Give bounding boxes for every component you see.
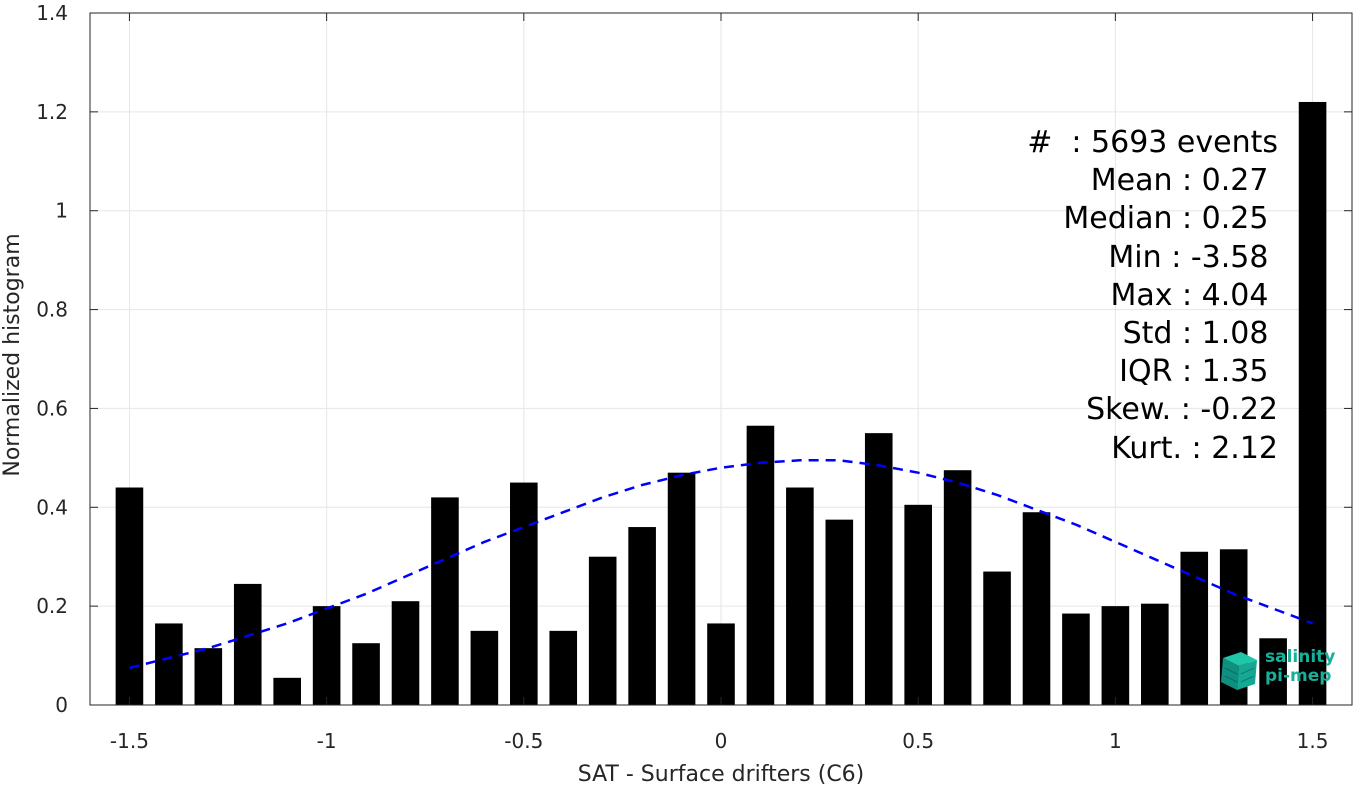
y-tick-label: 1.4 bbox=[36, 1, 68, 25]
x-tick-label: 1.5 bbox=[1297, 729, 1329, 753]
histogram-bar bbox=[1062, 613, 1090, 705]
histogram-bar bbox=[628, 527, 656, 705]
histogram-bar bbox=[1141, 603, 1169, 705]
histogram-bar bbox=[1101, 606, 1130, 705]
histogram-bar bbox=[352, 643, 380, 705]
histogram-bar bbox=[115, 487, 144, 705]
histogram-bar bbox=[470, 630, 499, 705]
x-tick-label: -1 bbox=[317, 729, 337, 753]
salinity-pimep-logo: salinity pi-mep bbox=[1217, 648, 1347, 694]
histogram-bar bbox=[549, 630, 578, 705]
grid bbox=[90, 12, 1352, 706]
histogram-bar bbox=[864, 433, 893, 705]
histogram-bars bbox=[115, 101, 1327, 705]
x-tick-label: -1.5 bbox=[110, 729, 149, 753]
histogram-bar bbox=[1022, 512, 1051, 705]
histogram-bar bbox=[746, 425, 775, 705]
y-tick-label: 0.2 bbox=[36, 594, 68, 618]
histogram-bar bbox=[510, 482, 538, 705]
x-tick-label: 1 bbox=[1109, 729, 1122, 753]
axis-ticks: -1.5 -1 -0.5 0 0.5 1 1.5 0 0.2 0.4 0.6 0.8 1 1.2 1.4 bbox=[36, 1, 1352, 753]
stat-median: Median : 0.25 bbox=[1063, 201, 1278, 237]
histogram-bar bbox=[1180, 551, 1209, 705]
stat-iqr: IQR : 1.35 bbox=[1119, 354, 1278, 390]
y-tick-label: 1.2 bbox=[36, 100, 68, 124]
histogram-bar bbox=[983, 571, 1011, 705]
stat-mean: Mean : 0.27 bbox=[1090, 163, 1278, 199]
histogram-bar bbox=[194, 648, 223, 705]
x-tick-label: -0.5 bbox=[504, 729, 543, 753]
histogram-bar bbox=[312, 606, 341, 705]
histogram-bar bbox=[786, 487, 814, 705]
y-tick-label: 0.8 bbox=[36, 298, 68, 322]
y-tick-label: 1 bbox=[55, 199, 68, 223]
stat-max: Max : 4.04 bbox=[1110, 277, 1278, 313]
histogram-bar bbox=[667, 472, 696, 705]
cube-icon bbox=[1221, 652, 1257, 690]
statistics-box: # : 5693 events Mean : 0.27 Median : 0.2… bbox=[1027, 124, 1278, 468]
stat-count: # : 5693 events bbox=[1027, 125, 1278, 160]
histogram-bar bbox=[431, 497, 459, 705]
histogram-bar bbox=[233, 583, 262, 705]
x-tick-label: 0.5 bbox=[902, 729, 934, 753]
histogram-bar bbox=[825, 519, 854, 705]
histogram-bar bbox=[588, 556, 617, 705]
x-axis-label: SAT - Surface drifters (C6) bbox=[578, 762, 865, 785]
histogram-bar bbox=[1259, 638, 1287, 705]
stat-kurt: Kurt. : 2.12 bbox=[1111, 430, 1278, 466]
y-tick-label: 0.4 bbox=[36, 495, 68, 519]
stat-std: Std : 1.08 bbox=[1122, 316, 1278, 352]
y-tick-label: 0 bbox=[55, 693, 68, 717]
histogram-bar bbox=[707, 623, 735, 705]
logo-text-pimep: pi-mep bbox=[1265, 666, 1332, 686]
histogram-bar bbox=[943, 470, 972, 705]
x-tick-label: 0 bbox=[715, 729, 728, 753]
histogram-bar bbox=[391, 601, 420, 705]
logo-text-salinity: salinity bbox=[1265, 647, 1336, 667]
stat-skew: Skew. : -0.22 bbox=[1086, 392, 1278, 428]
normal-fit-line bbox=[129, 459, 1314, 670]
histogram-bar bbox=[904, 504, 932, 705]
y-tick-label: 0.6 bbox=[36, 396, 68, 420]
histogram-bar bbox=[155, 623, 183, 705]
stat-min: Min : -3.58 bbox=[1108, 239, 1278, 275]
histogram-bar bbox=[273, 677, 301, 705]
histogram-bar bbox=[1298, 101, 1327, 705]
y-axis-label: Normalized histogram bbox=[0, 233, 25, 476]
